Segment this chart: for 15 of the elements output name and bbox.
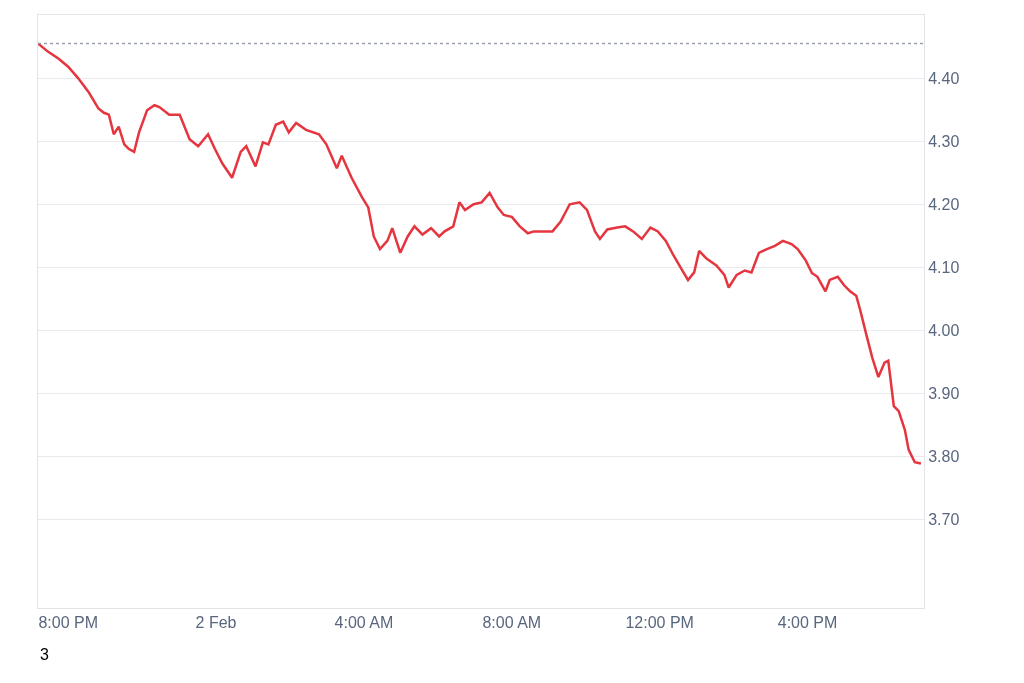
y-tick-label: 3.70 bbox=[928, 511, 960, 529]
y-tick-label: 4.10 bbox=[928, 258, 960, 276]
x-tick-label: 12:00 PM bbox=[625, 614, 694, 632]
x-tick-label: 8:00 AM bbox=[482, 614, 542, 632]
x-tick-label: 4:00 AM bbox=[334, 614, 394, 632]
x-tick-label: 4:00 PM bbox=[777, 614, 838, 632]
y-tick-label: 3.80 bbox=[928, 448, 960, 466]
y-tick-label: 4.30 bbox=[928, 132, 960, 150]
y-tick-label: 4.20 bbox=[928, 195, 960, 213]
x-tick-label: 8:00 PM bbox=[38, 614, 98, 632]
y-tick-label: 4.40 bbox=[928, 69, 960, 87]
y-tick-label: 3.90 bbox=[928, 385, 960, 403]
x-tick-label: 2 Feb bbox=[195, 614, 237, 632]
text: 3 bbox=[40, 646, 49, 663]
y-tick-label: 4.00 bbox=[928, 322, 960, 340]
